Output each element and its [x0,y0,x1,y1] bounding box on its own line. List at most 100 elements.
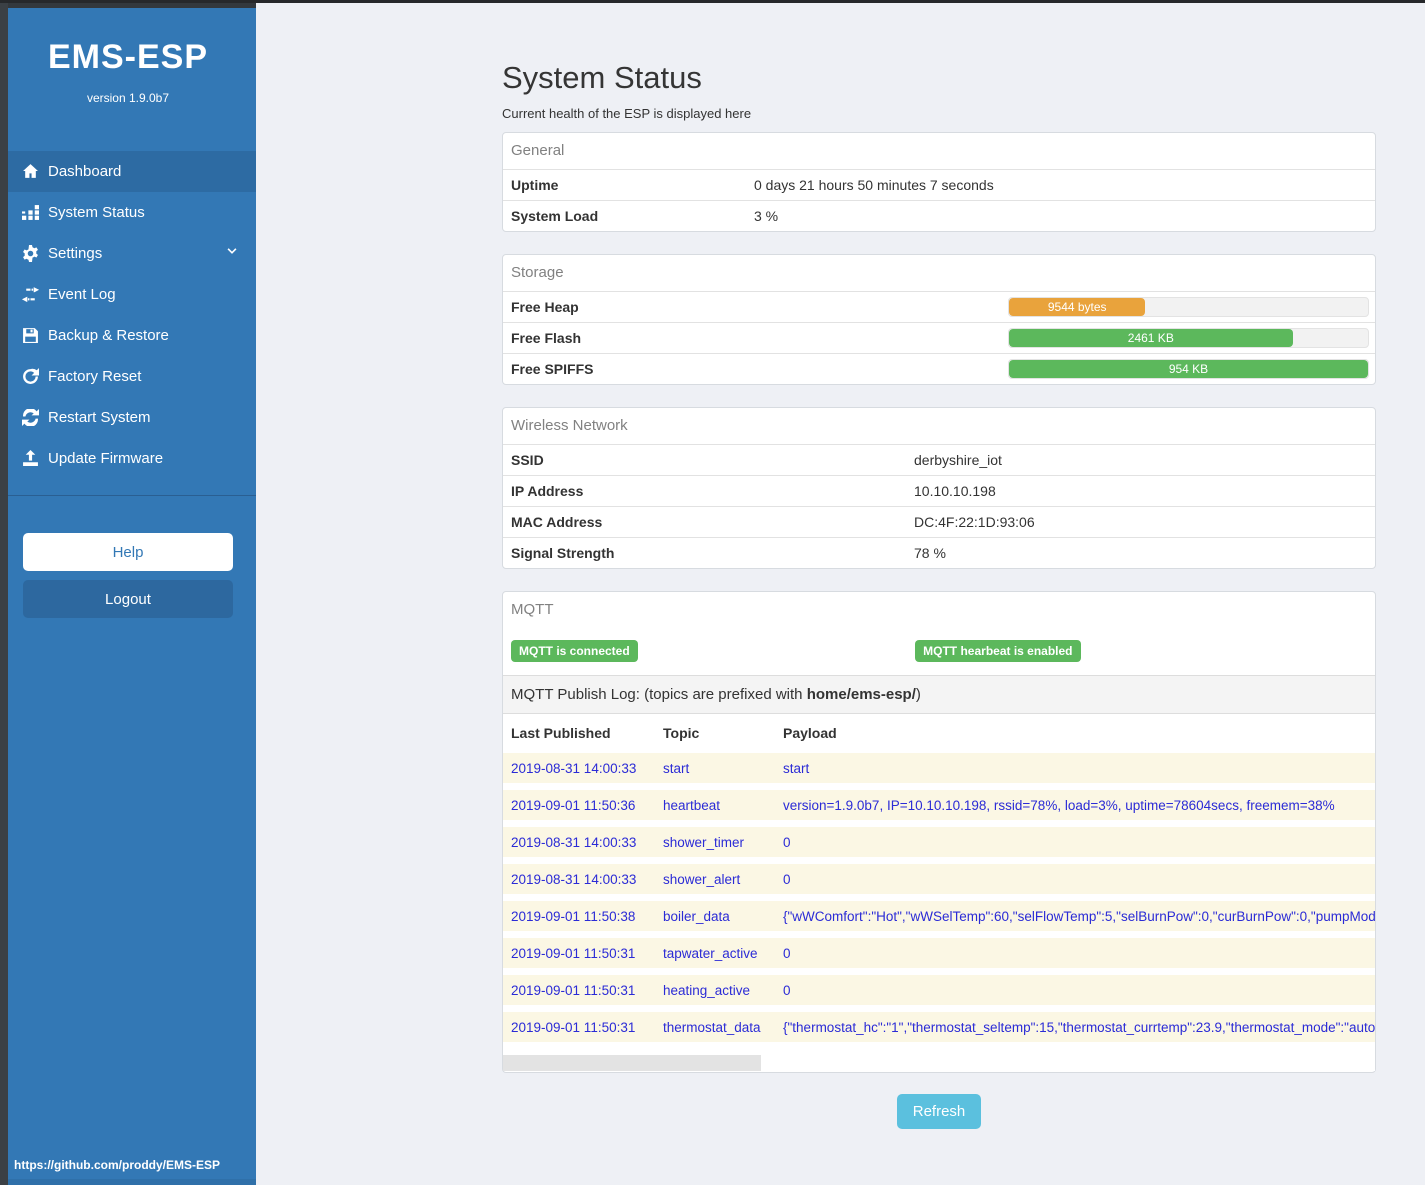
mqtt-table-header: Last Published Topic Payload [503,714,1375,753]
row-payload: start [783,760,810,776]
horizontal-scrollbar [503,1055,1375,1071]
free-flash-bar: 2461 KB [1008,328,1369,348]
publish-log-suffix: ) [915,686,921,703]
table-row: 2019-08-31 14:00:33 start start [503,753,1375,783]
logout-button[interactable]: Logout [23,580,233,618]
wireless-panel-title: Wireless Network [511,417,628,434]
mqtt-table-body: 2019-08-31 14:00:33 start start 2019-09-… [503,753,1375,1042]
sidebar-item-factory-reset[interactable]: Factory Reset [0,356,256,397]
status-blocks-icon [22,204,39,221]
table-row: 2019-08-31 14:00:33 shower_timer 0 [503,827,1375,857]
sidebar-item-system-status[interactable]: System Status [0,192,256,233]
row-topic: shower_alert [663,871,741,887]
mac-address-value: DC:4F:22:1D:93:06 [914,514,1035,530]
sidebar-item-label: Backup & Restore [48,327,169,344]
general-panel: General Uptime 0 days 21 hours 50 minute… [502,132,1376,232]
scrollbar-thumb[interactable] [503,1055,761,1071]
row-topic: thermostat_data [663,1019,761,1035]
mqtt-heartbeat-badge: MQTT hearbeat is enabled [915,640,1081,662]
row-time: 2019-08-31 14:00:33 [511,834,637,850]
sidebar-item-update-firmware[interactable]: Update Firmware [0,438,256,479]
uptime-value: 0 days 21 hours 50 minutes 7 seconds [754,177,994,193]
row-topic: boiler_data [663,908,730,924]
free-heap-row: Free Heap 9544 bytes [503,291,1375,322]
free-spiffs-row: Free SPIFFS 954 KB [503,353,1375,384]
ssid-row: SSID derbyshire_iot [503,444,1375,475]
floppy-icon [22,327,39,344]
wireless-panel: Wireless Network SSID derbyshire_iot IP … [502,407,1376,569]
row-payload: 0 [783,982,791,998]
chevron-down-icon [226,245,238,262]
free-spiffs-bar: 954 KB [1008,359,1369,379]
sidebar-item-dashboard[interactable]: Dashboard [0,151,256,192]
row-payload: 0 [783,945,791,961]
row-payload: version=1.9.0b7, IP=10.10.10.198, rssid=… [783,797,1335,813]
row-time: 2019-09-01 11:50:31 [511,1019,636,1035]
sidebar-item-label: Event Log [48,286,116,303]
storage-panel: Storage Free Heap 9544 bytes Free Flash … [502,254,1376,385]
github-link[interactable]: https://github.com/proddy/EMS-ESP [14,1158,220,1172]
sidebar-bottom-strip [0,1179,256,1185]
signal-strength-label: Signal Strength [511,545,615,561]
row-topic: heating_active [663,982,751,998]
window-top-border [0,0,1425,3]
free-flash-label: Free Flash [511,330,582,346]
row-topic: shower_timer [663,834,745,850]
upload-icon [22,450,39,467]
table-row: 2019-08-31 14:00:33 shower_alert 0 [503,864,1375,894]
col-topic: Topic [663,725,700,741]
system-load-label: System Load [511,208,599,224]
refresh-button[interactable]: Refresh [896,1094,982,1129]
sidebar-item-label: System Status [48,204,145,221]
row-topic: heartbeat [663,797,721,813]
sidebar-item-label: Update Firmware [48,450,164,467]
app-title: EMS-ESP [47,38,209,76]
redo-icon [22,368,39,385]
sidebar-menu: Dashboard System Status Settings [0,151,256,479]
home-icon [22,163,39,180]
col-last-published: Last Published [511,725,611,741]
free-heap-label: Free Heap [511,299,579,315]
sidebar-item-label: Settings [48,245,103,262]
mqtt-publish-log-header: MQTT Publish Log: (topics are prefixed w… [503,675,1375,714]
sync-icon [22,409,39,426]
row-time: 2019-09-01 11:50:38 [511,908,636,924]
ip-address-value: 10.10.10.198 [914,483,996,499]
sidebar-item-backup-restore[interactable]: Backup & Restore [0,315,256,356]
ssid-value: derbyshire_iot [914,452,1002,468]
table-row: 2019-09-01 11:50:36 heartbeat version=1.… [503,790,1375,820]
storage-panel-title: Storage [511,264,564,281]
row-payload: {"thermostat_hc":"1","thermostat_seltemp… [783,1019,1375,1035]
sidebar-item-event-log[interactable]: Event Log [0,274,256,315]
ssid-label: SSID [511,452,544,468]
system-load-row: System Load 3 % [503,200,1375,231]
page-subtitle: Current health of the ESP is displayed h… [502,106,752,121]
row-time: 2019-09-01 11:50:36 [511,797,636,813]
sidebar: EMS-ESP version 1.9.0b7 Dashboard System… [0,0,256,1185]
row-payload: 0 [783,871,791,887]
table-row: 2019-09-01 11:50:31 heating_active 0 [503,975,1375,1005]
free-heap-bar-fill: 9544 bytes [1009,298,1146,316]
mqtt-badges-row: MQTT is connected MQTT hearbeat is enabl… [503,628,1375,675]
general-panel-title: General [511,142,565,159]
row-time: 2019-09-01 11:50:31 [511,945,636,961]
sidebar-item-label: Restart System [48,409,151,426]
system-load-value: 3 % [754,208,779,224]
row-time: 2019-08-31 14:00:33 [511,760,637,776]
signal-strength-row: Signal Strength 78 % [503,537,1375,568]
sidebar-item-label: Dashboard [48,163,122,180]
help-button[interactable]: Help [23,533,233,571]
gear-icon [22,245,39,262]
sidebar-item-restart-system[interactable]: Restart System [0,397,256,438]
free-flash-row: Free Flash 2461 KB [503,322,1375,353]
row-payload: {"wWComfort":"Hot","wWSelTemp":60,"selFl… [783,908,1375,924]
uptime-label: Uptime [511,177,559,193]
signal-strength-value: 78 % [914,545,946,561]
sidebar-item-settings[interactable]: Settings [0,233,256,274]
publish-log-prefix: MQTT Publish Log: (topics are prefixed w… [511,686,807,703]
exchange-icon [22,286,39,303]
free-spiffs-bar-fill: 954 KB [1009,360,1368,378]
sidebar-divider [0,495,256,496]
mac-address-row: MAC Address DC:4F:22:1D:93:06 [503,506,1375,537]
